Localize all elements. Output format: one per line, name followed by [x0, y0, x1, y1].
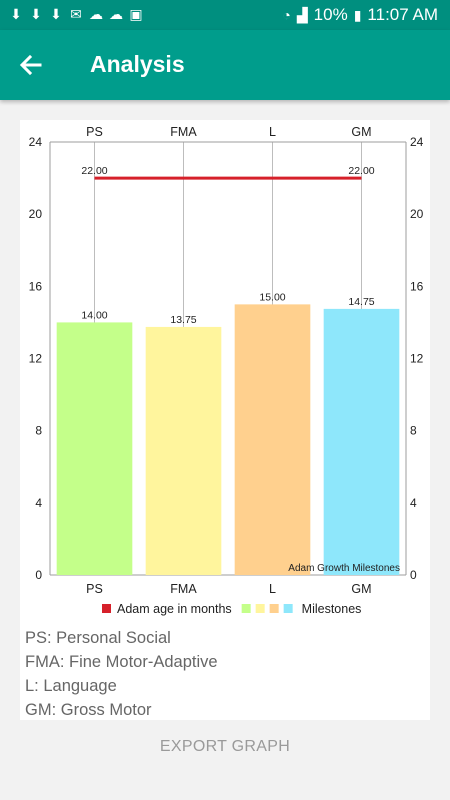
abbreviation-l: L: Language [25, 677, 117, 695]
signal-icon: ▟ [296, 6, 308, 23]
status-bar: ⬇ ⬇ ⬇ ✉ ☁ ☁ ▣ ◔ ▟ 10% ▮ 11:07 AM [0, 0, 450, 30]
chart-description: Adam Growth Milestones [288, 563, 400, 574]
x-tick-label-top: L [269, 125, 276, 139]
y-tick-label-left: 8 [35, 424, 42, 438]
y-tick-label-left: 16 [29, 279, 43, 293]
clock: 11:07 AM [367, 5, 438, 24]
bar-value-label: 13.75 [170, 314, 196, 326]
download-icon: ⬇ [50, 6, 62, 22]
x-tick-label-top: PS [86, 125, 103, 139]
x-tick-label-top: GM [351, 125, 371, 139]
battery-level: 10% [313, 5, 348, 24]
abbreviation-ps: PS: Personal Social [25, 629, 171, 647]
y-tick-label-right: 0 [410, 568, 417, 582]
export-graph-button[interactable]: EXPORT GRAPH [159, 738, 291, 755]
legend-label-age: Adam age in months [117, 602, 232, 616]
legend-swatch-milestones [283, 604, 293, 613]
y-tick-label-left: 12 [29, 352, 43, 366]
y-tick-label-left: 24 [29, 135, 43, 149]
bar-l [234, 304, 311, 575]
y-tick-label-right: 20 [410, 207, 424, 221]
line-value-label: 22.00 [348, 165, 374, 177]
mail-icon: ✉ [70, 6, 82, 22]
line-value-label: 22.00 [81, 165, 107, 177]
abbreviation-fma: FMA: Fine Motor-Adaptive [25, 653, 218, 671]
y-tick-label-left: 4 [35, 496, 42, 510]
bar-ps [56, 322, 133, 575]
bar-fma [145, 326, 222, 575]
bar-value-label: 14.75 [348, 296, 374, 308]
clipboard-icon: ▣ [129, 6, 143, 22]
page-title: Analysis [90, 51, 185, 77]
bar-value-label: 14.00 [81, 309, 107, 321]
abbreviation-gm: GM: Gross Motor [25, 701, 152, 719]
wifi-icon: ◔ [282, 7, 291, 23]
chart-card: 0 0 4 4 8 8 12 12 16 16 20 20 24 24 14.00 13.75 15.00 14.… [20, 120, 430, 720]
y-tick-label-right: 12 [410, 352, 424, 366]
bar-gm [323, 308, 400, 575]
notification-icons: ⬇ ⬇ ⬇ ✉ ☁ ☁ ▣ [8, 6, 144, 22]
y-tick-label-left: 20 [29, 207, 43, 221]
legend-swatch-age [102, 604, 111, 613]
app-bar: Analysis [0, 30, 450, 100]
legend-swatch-milestones [269, 604, 279, 613]
legend-swatch-milestones [241, 604, 251, 613]
y-tick-label-right: 24 [410, 135, 424, 149]
cloud-icon: ☁ [109, 6, 123, 22]
y-tick-label-right: 8 [410, 424, 417, 438]
x-tick-label-bottom: L [269, 582, 276, 596]
y-tick-label-left: 0 [35, 568, 42, 582]
bar-chart: 0 0 4 4 8 8 12 12 16 16 20 20 24 24 14.00 13.75 15.00 14.… [29, 125, 424, 616]
legend-swatch-milestones [255, 604, 265, 613]
x-tick-label-bottom: PS [86, 582, 103, 596]
y-tick-label-right: 4 [410, 496, 417, 510]
bar-value-label: 15.00 [259, 291, 285, 303]
x-tick-label-top: FMA [170, 125, 197, 139]
abbreviation-list: PS: Personal Social FMA: Fine Motor-Adap… [25, 626, 218, 722]
x-tick-label-bottom: GM [351, 582, 371, 596]
download-icon: ⬇ [10, 6, 22, 22]
battery-charging-icon: ▮ [353, 6, 362, 23]
arrow-left-icon [19, 54, 42, 76]
system-status: ◔ ▟ 10% ▮ 11:07 AM [282, 5, 438, 25]
back-button[interactable] [16, 50, 46, 80]
cloud-icon: ☁ [89, 6, 103, 22]
legend-label-milestones: Milestones [302, 602, 362, 616]
download-icon: ⬇ [30, 6, 42, 22]
y-tick-label-right: 16 [410, 279, 424, 293]
x-tick-label-bottom: FMA [170, 582, 197, 596]
